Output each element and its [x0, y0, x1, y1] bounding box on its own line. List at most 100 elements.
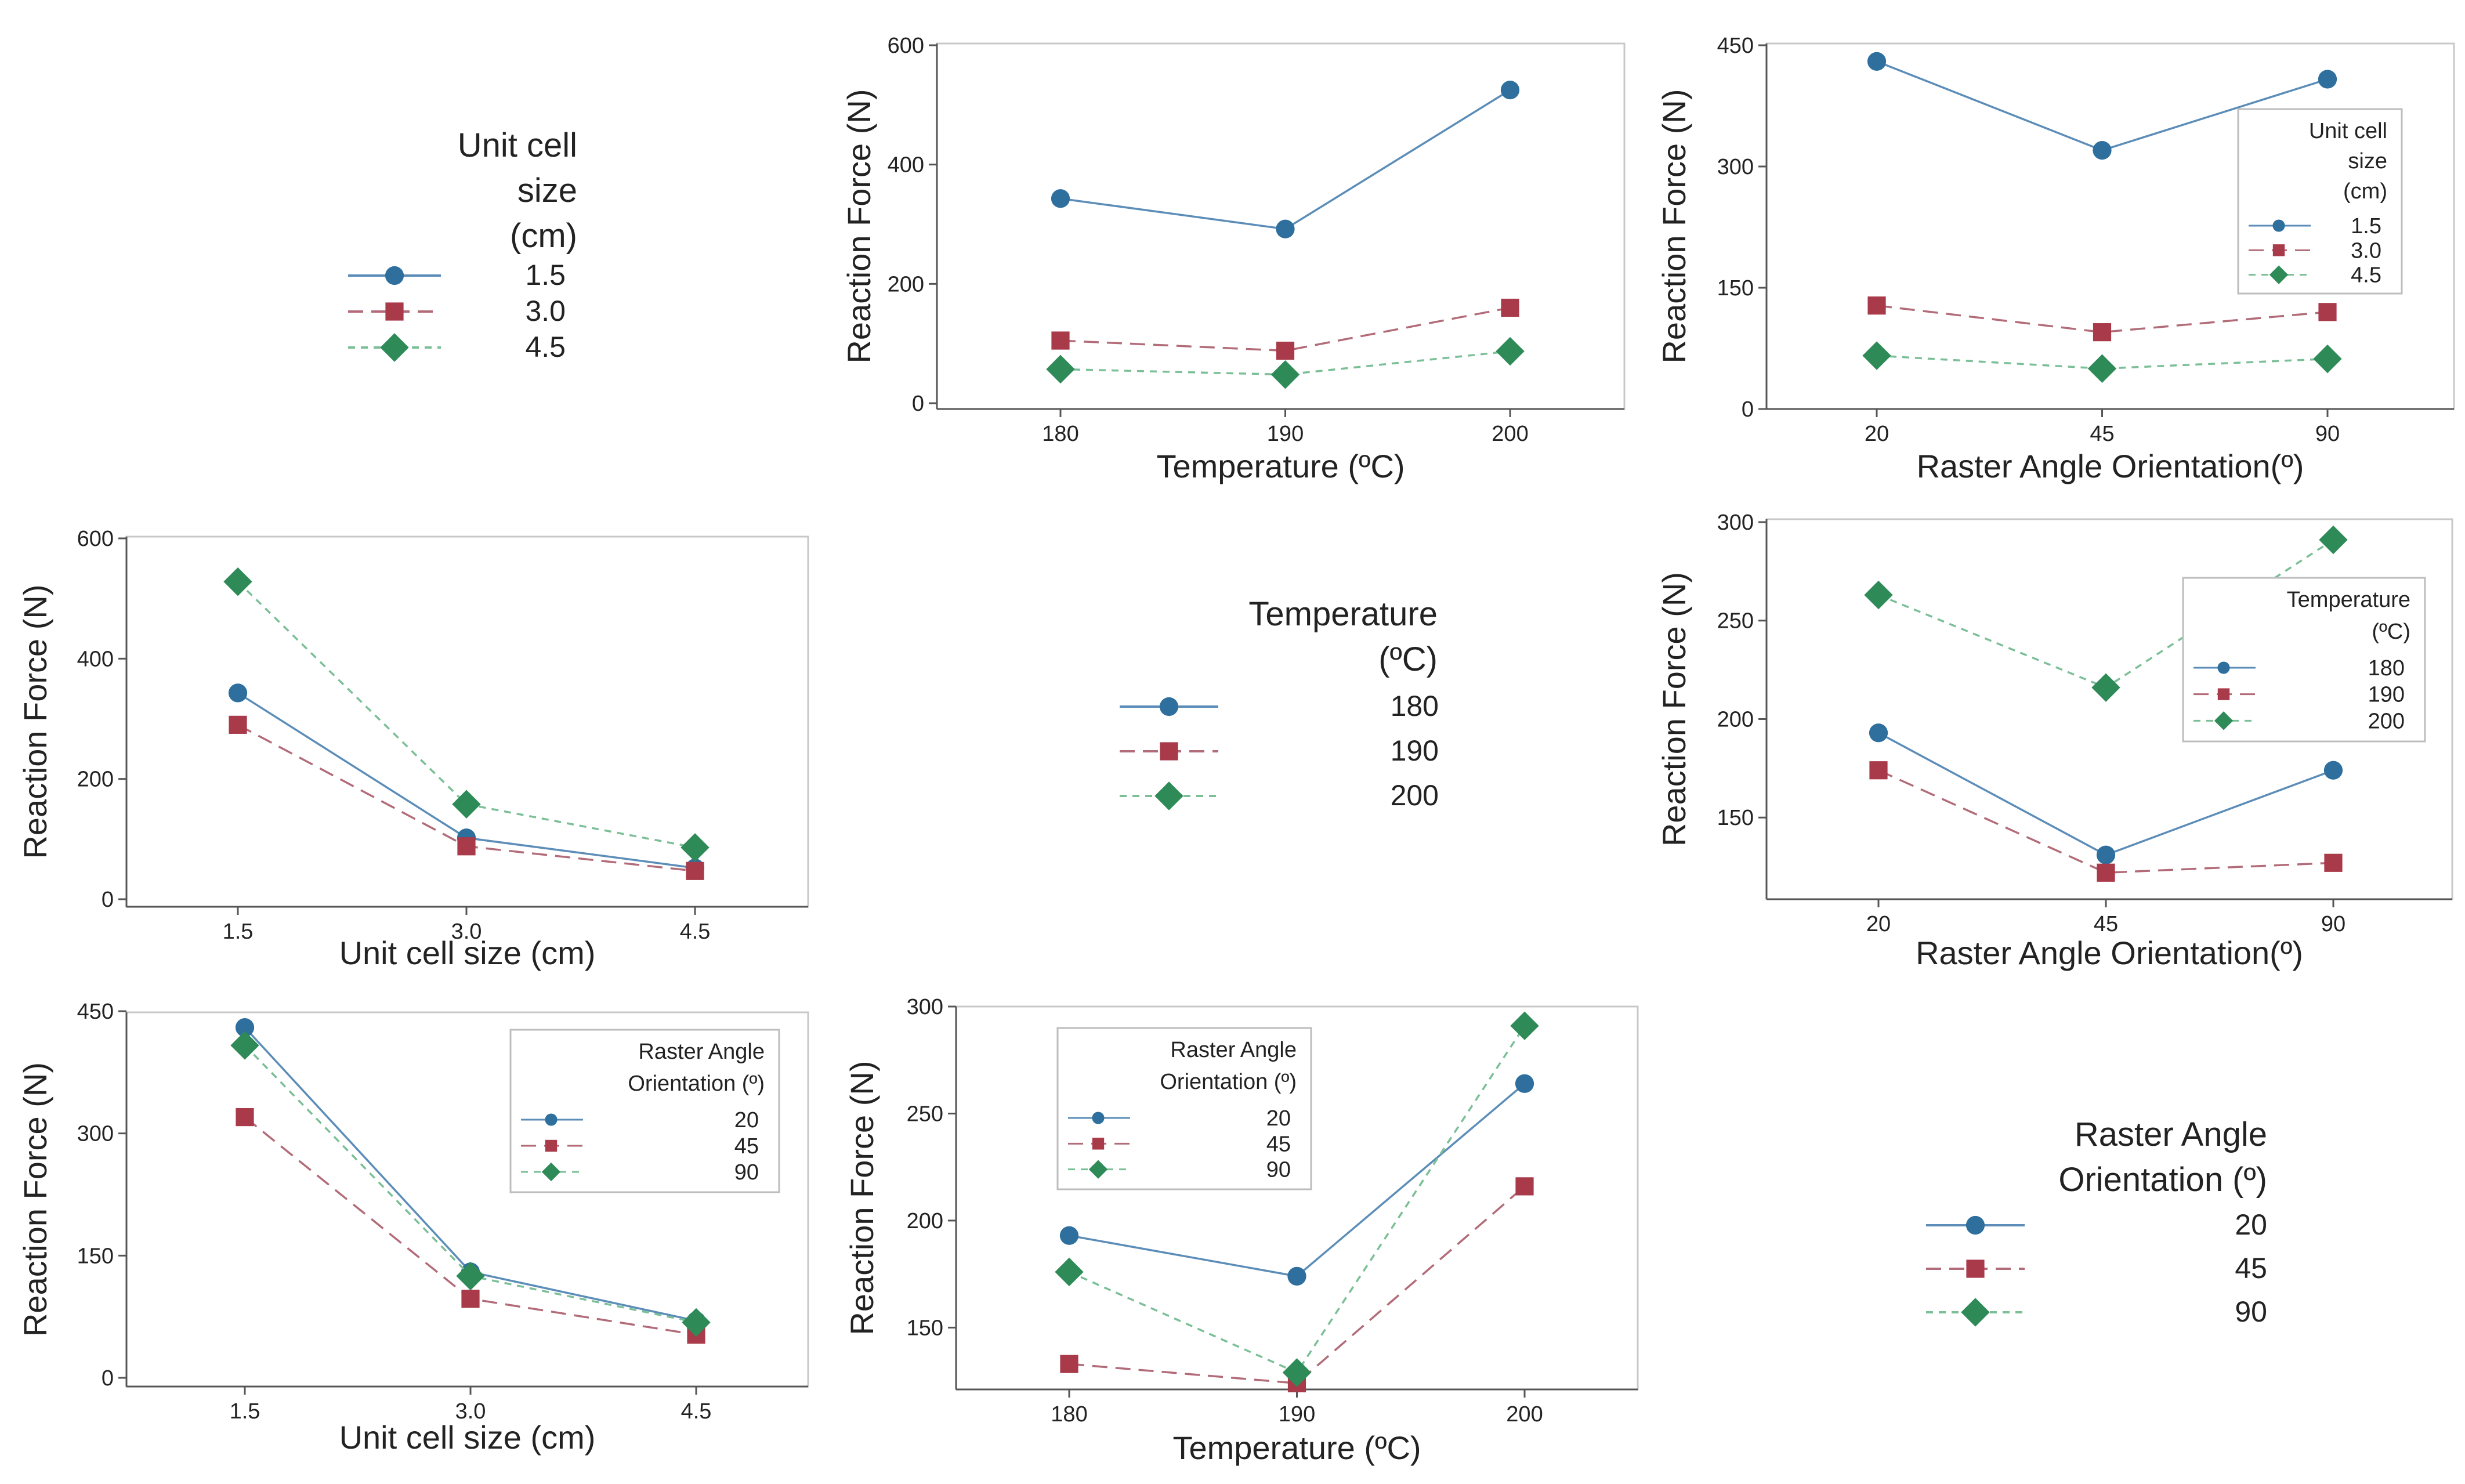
data-point-90-180	[1055, 1257, 1084, 1287]
data-point-180-90	[2323, 761, 2343, 780]
data-point-45-3.0	[461, 1290, 480, 1308]
data-point-180-20	[1869, 723, 1888, 743]
data-point-200-3.0	[452, 790, 481, 819]
x-tick-label: 45	[2090, 422, 2114, 446]
x-tick-label: 20	[1865, 422, 1889, 446]
y-tick-label: 200	[77, 768, 114, 792]
y-tick-label: 400	[888, 153, 924, 178]
legend-marker-circle	[1092, 1112, 1105, 1124]
data-point-3.0-180	[1051, 331, 1070, 350]
data-point-1.5-20	[1867, 52, 1887, 71]
x-tick-label: 90	[2315, 422, 2340, 446]
y-tick-label: 250	[907, 1102, 943, 1126]
data-point-20-180	[1059, 1226, 1079, 1245]
x-tick-label: 180	[1051, 1402, 1087, 1427]
legend-marker-square	[1966, 1259, 1985, 1278]
y-tick-label: 300	[907, 995, 943, 1019]
chart-raster_by_temp: 150 200 250 300 20 45 90 Raster Angle Orientati…	[1656, 511, 2453, 971]
data-point-4.5-180	[1046, 354, 1075, 384]
legend-marker-diamond	[2269, 265, 2289, 284]
x-axis-title: Unit cell size (cm)	[339, 1419, 596, 1456]
data-point-4.5-20	[1862, 341, 1891, 370]
legend-marker-circle	[1966, 1215, 1985, 1235]
legend-label: 180	[1391, 690, 1439, 722]
legend-title-line: size	[2348, 149, 2387, 173]
chart-temp_by_unitcell: 0 200 400 600 180 190 200 Temperature (ºC) React…	[841, 34, 1626, 484]
series-line-45	[1069, 1185, 1526, 1385]
x-tick-label: 190	[1267, 422, 1304, 446]
legend-label: 90	[2235, 1295, 2267, 1328]
data-point-200-90	[2319, 525, 2348, 555]
data-point-90-190	[1282, 1358, 1312, 1387]
x-axis-title: Raster Angle Orientation(º)	[1917, 448, 2304, 484]
legend-box	[2237, 108, 2403, 295]
data-point-20-1.5	[235, 1018, 255, 1037]
legend-title-line: (ºC)	[2372, 620, 2410, 644]
y-tick-label: 200	[888, 272, 924, 296]
data-point-1.5-180	[1051, 189, 1070, 208]
y-tick-label: 200	[907, 1209, 943, 1233]
x-tick-label: 3.0	[451, 920, 482, 944]
data-point-45-180	[1060, 1355, 1078, 1373]
y-tick-label: 250	[1717, 609, 1754, 634]
legend-label: 4.5	[2351, 263, 2381, 288]
y-tick-label: 0	[1742, 397, 1754, 422]
data-point-180-1.5	[228, 683, 248, 703]
data-point-1.5-190	[1276, 219, 1295, 238]
data-point-45-200	[1515, 1177, 1534, 1196]
legend-label: 4.5	[525, 331, 566, 363]
legend-title-line: (ºC)	[1378, 640, 1438, 678]
data-point-200-4.5	[681, 833, 710, 862]
y-tick-label: 450	[77, 1000, 114, 1024]
legend-marker-square	[385, 302, 404, 321]
y-tick-label: 600	[888, 34, 924, 58]
legend-marker-circle	[2272, 219, 2285, 232]
legend-label: 20	[734, 1108, 759, 1132]
chart-raster_by_unitcell: 0 150 300 450 20 45 90 Raster Angle Orientation…	[1656, 34, 2455, 484]
data-point-1.5-200	[1500, 81, 1520, 100]
y-axis-title: Reaction Force (N)	[844, 1060, 880, 1335]
legend-marker-circle	[2217, 661, 2230, 674]
legend-label: 90	[1266, 1158, 1291, 1182]
x-tick-label: 1.5	[223, 920, 254, 944]
legend-title-line: Orientation (º)	[1160, 1070, 1297, 1094]
legend-title-line: (cm)	[510, 217, 577, 255]
legend-title-line: Unit cell	[458, 126, 577, 164]
legend-marker-square	[1160, 742, 1178, 761]
legend-marker-square	[2272, 244, 2285, 256]
data-point-1.5-90	[2318, 70, 2337, 89]
y-axis-title: Reaction Force (N)	[17, 1062, 53, 1337]
legend-marker-circle	[385, 266, 404, 285]
series-line-4.5	[1060, 350, 1511, 376]
data-point-180-45	[2096, 845, 2116, 864]
legend-label: 20	[1266, 1106, 1291, 1131]
data-point-45-1.5	[236, 1107, 254, 1127]
data-point-3.0-200	[1501, 298, 1519, 317]
data-point-90-200	[1510, 1011, 1539, 1040]
series-line-190	[1878, 769, 2334, 874]
legend-marker-diamond	[541, 1162, 561, 1182]
legend-label: 45	[2235, 1252, 2267, 1284]
data-point-4.5-200	[1496, 336, 1525, 366]
series-line-3.0	[1876, 304, 2328, 334]
y-tick-label: 150	[1717, 806, 1754, 830]
legend-label: 20	[2235, 1208, 2267, 1241]
x-tick-label: 90	[2321, 912, 2345, 936]
legend-marker-square	[545, 1139, 558, 1152]
y-axis-title: Reaction Force (N)	[841, 89, 877, 363]
y-axis-title: Reaction Force (N)	[1656, 572, 1692, 846]
legend-title-line: Orientation (º)	[2058, 1161, 2267, 1199]
data-point-190-1.5	[229, 715, 247, 734]
data-point-1.5-45	[2093, 141, 2112, 160]
x-tick-label: 4.5	[681, 1399, 712, 1424]
legend-marker-diamond	[1088, 1160, 1108, 1179]
data-point-190-45	[2097, 863, 2115, 882]
legend-label: 1.5	[525, 259, 566, 291]
data-point-200-20	[1864, 580, 1893, 610]
